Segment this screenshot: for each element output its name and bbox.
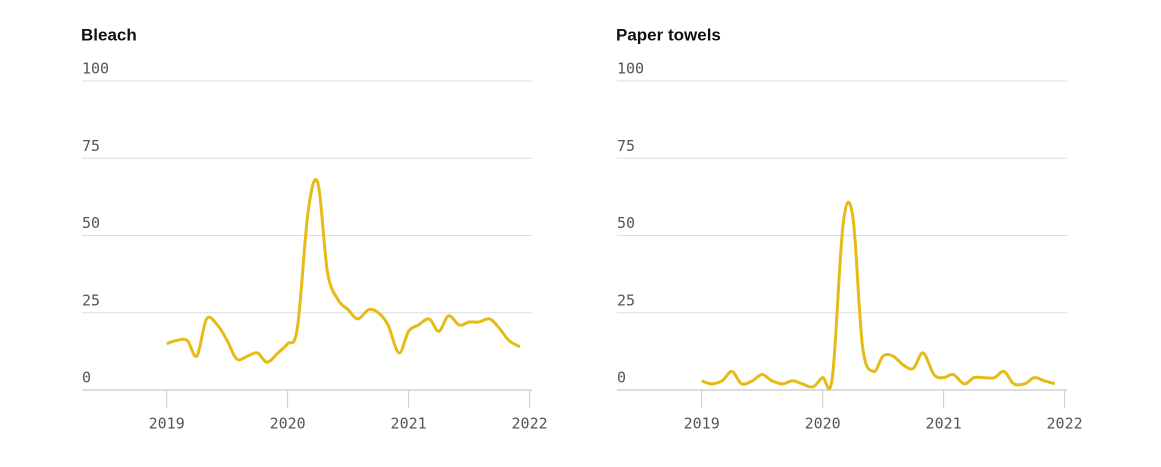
x-tick-label: 2019 [684,415,720,433]
y-tick-label: 100 [617,60,644,78]
x-tick-label: 2022 [1047,415,1083,433]
data-line [701,200,1056,391]
x-tick-label: 2021 [391,415,427,433]
chart-title: Bleach [81,25,137,44]
y-tick-label: 0 [617,369,626,387]
x-tick-label: 2019 [149,415,185,433]
x-tick-label: 2020 [805,415,841,433]
x-tick-label: 2020 [270,415,306,433]
y-tick-label: 0 [82,369,91,387]
data-line [166,178,521,364]
chart-title: Paper towels [616,25,721,44]
y-tick-label: 50 [82,214,100,232]
y-tick-label: 25 [617,291,635,309]
y-tick-label: 75 [82,137,100,155]
x-tick-label: 2022 [512,415,548,433]
y-tick-label: 100 [82,60,109,78]
y-tick-label: 25 [82,291,100,309]
x-tick-label: 2021 [926,415,962,433]
y-tick-label: 75 [617,137,635,155]
y-tick-label: 50 [617,214,635,232]
